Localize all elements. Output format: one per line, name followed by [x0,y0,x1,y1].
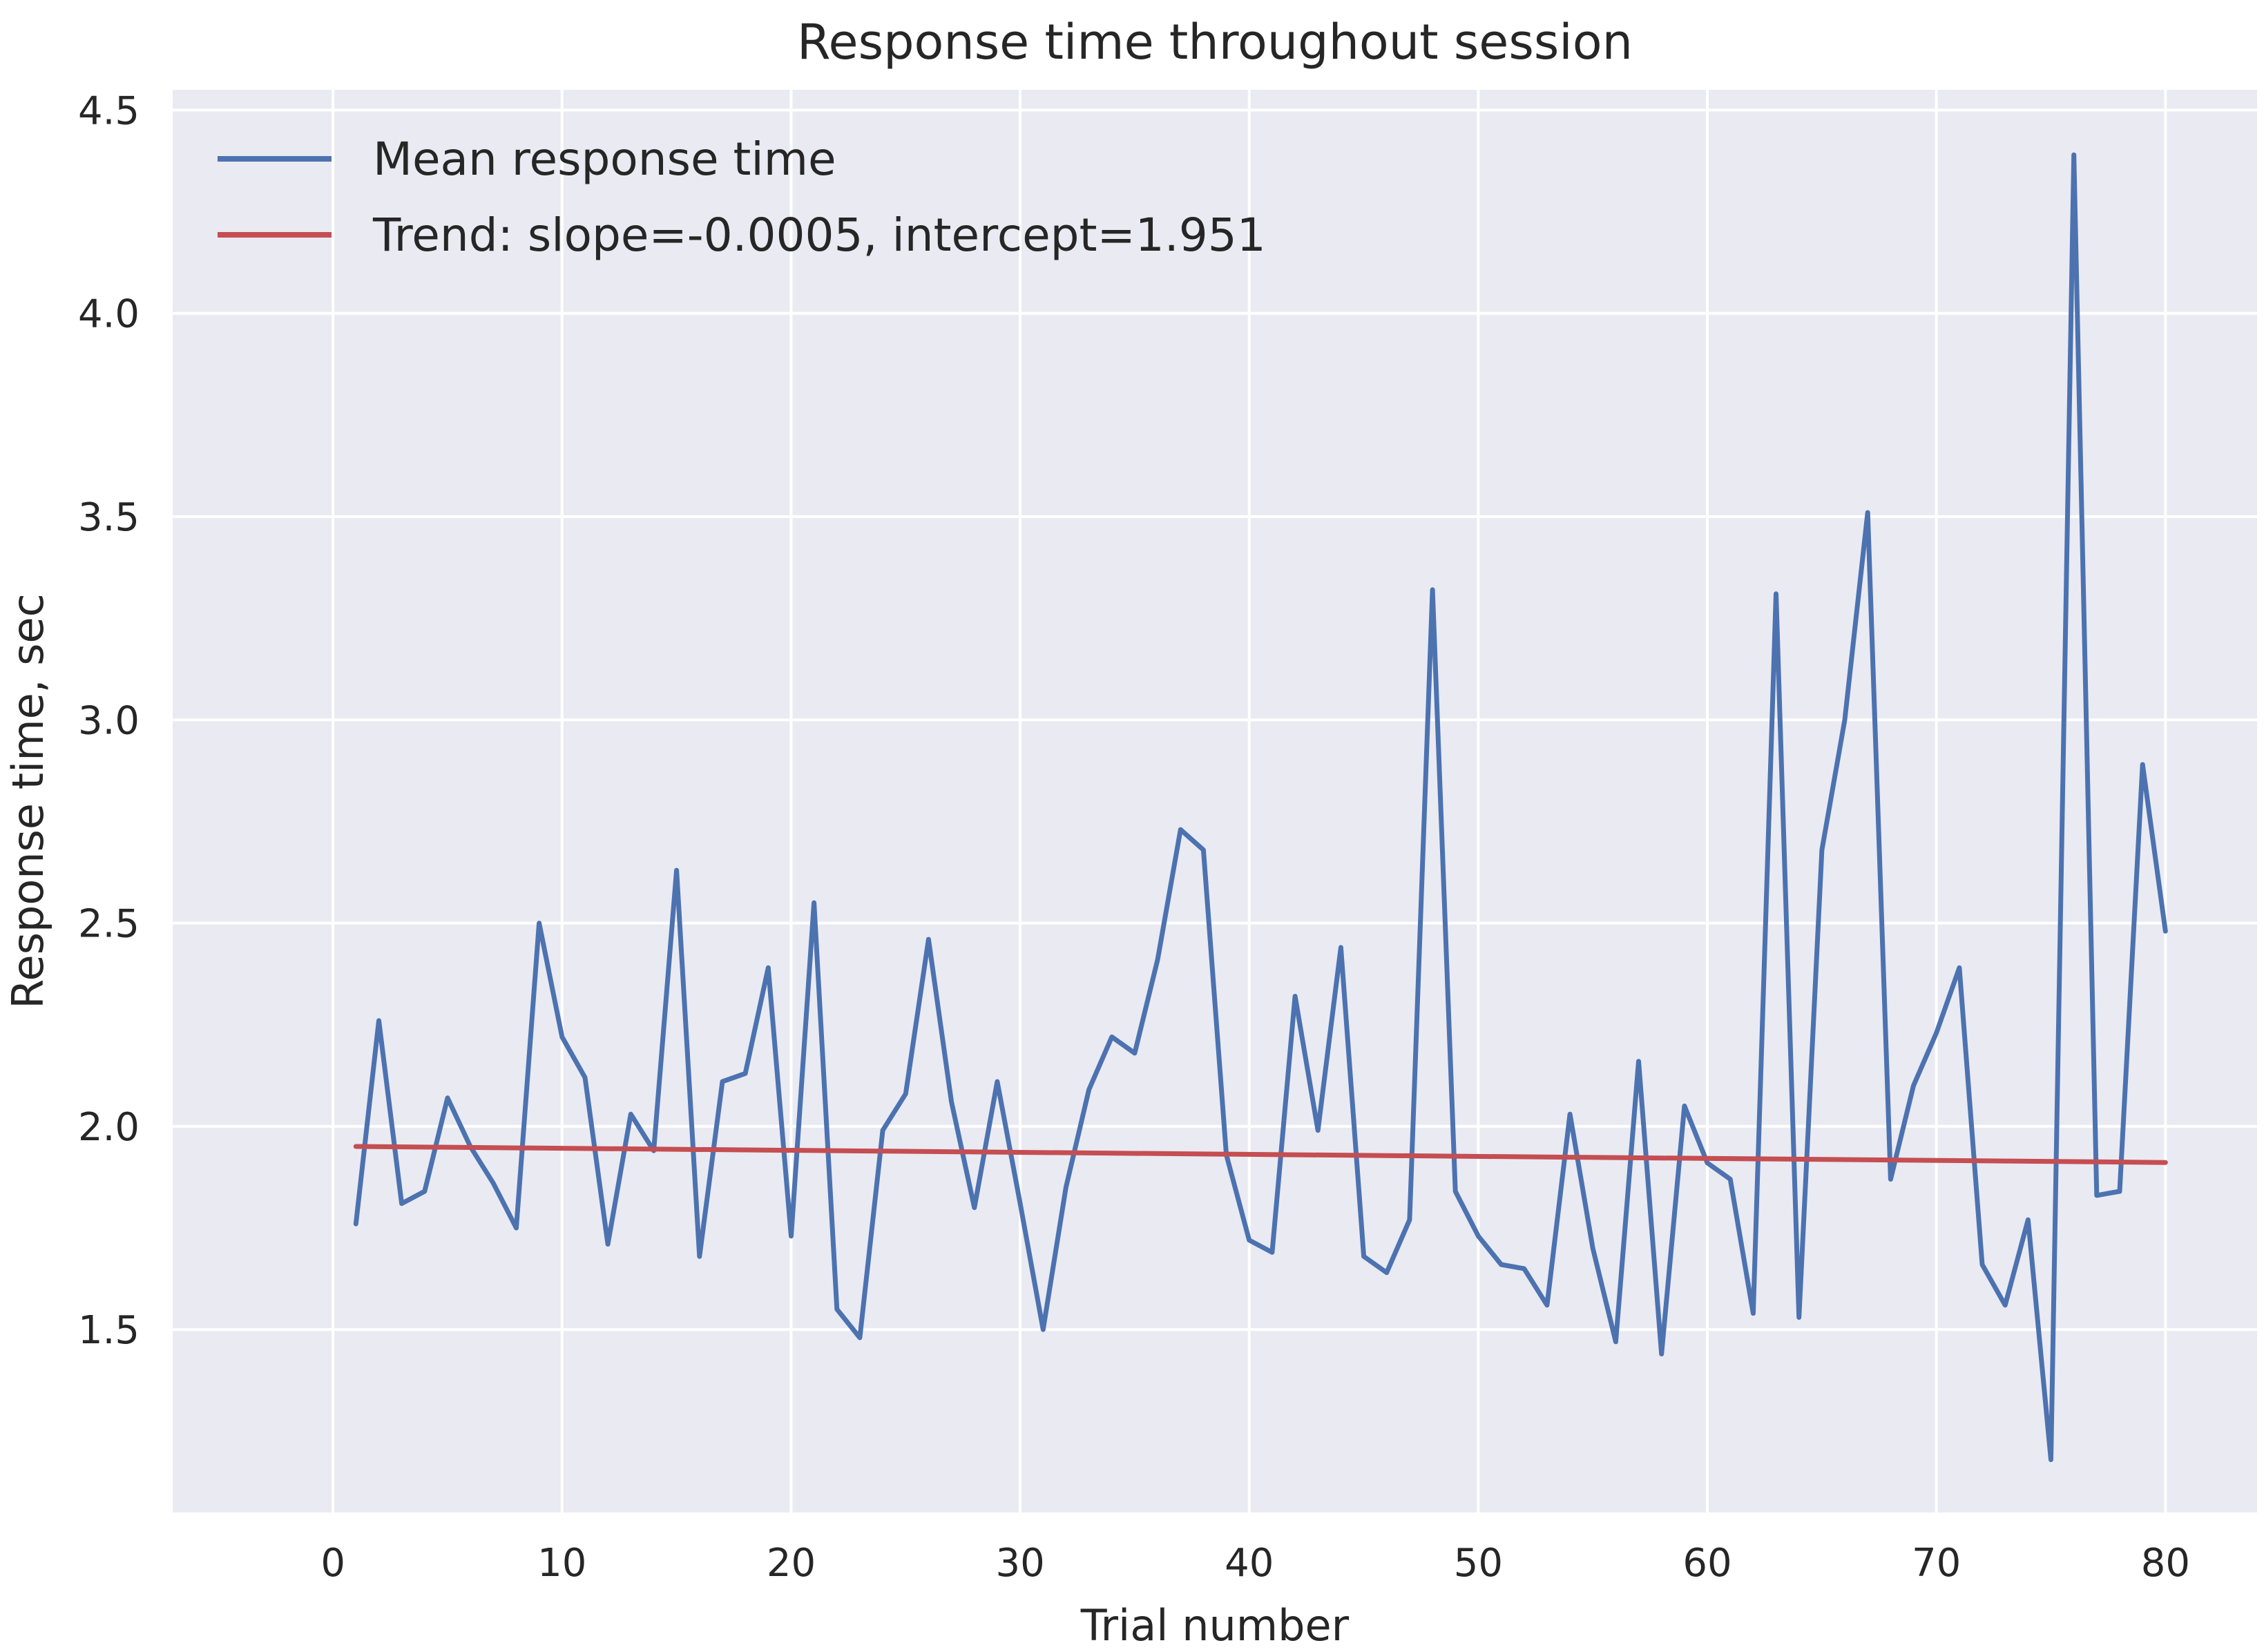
y-tick-label: 4.5 [78,88,140,133]
x-tick-label: 30 [995,1541,1044,1586]
series-layer [353,152,2168,1462]
grid-lines [173,90,2257,1512]
y-tick-label: 2.5 [78,902,140,947]
x-tick-labels: 0 10 20 30 40 50 60 70 80 [320,1541,2190,1586]
y-tick-labels: 1.5 2.0 2.5 3.0 3.5 4.0 4.5 [78,88,140,1353]
x-tick-label: 0 [320,1541,345,1586]
x-tick-label: 40 [1225,1541,1274,1586]
x-tick-label: 10 [537,1541,586,1586]
y-tick-label: 3.0 [78,698,140,743]
x-tick-label: 70 [1912,1541,1961,1586]
y-axis-label: Response time, sec [3,593,53,1009]
x-axis-label: Trial number [1080,1600,1350,1651]
y-tick-label: 3.5 [78,495,140,540]
y-tick-label: 4.0 [78,292,140,337]
legend: Mean response time Trend: slope=-0.0005,… [218,133,1266,262]
x-tick-label: 80 [2141,1541,2190,1586]
legend-label-mean: Mean response time [373,133,836,186]
x-tick-label: 60 [1682,1541,1731,1586]
y-tick-label: 2.0 [78,1105,140,1150]
plot-area [173,90,2257,1512]
y-tick-label: 1.5 [78,1308,140,1353]
x-tick-label: 50 [1454,1541,1503,1586]
x-tick-label: 20 [767,1541,816,1586]
series-line-trend [353,1144,2168,1165]
legend-label-trend: Trend: slope=-0.0005, intercept=1.951 [372,209,1266,262]
series-line-mean-response [353,152,2168,1462]
chart-title: Response time throughout session [797,14,1633,70]
